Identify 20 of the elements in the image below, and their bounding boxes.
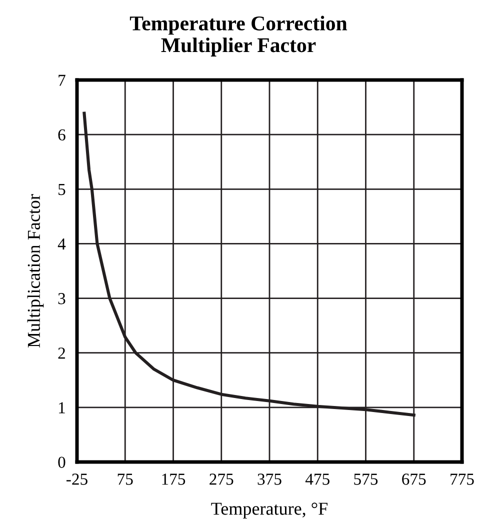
x-tick-label: 575	[354, 474, 378, 485]
y-tick-label: 7	[58, 74, 66, 86]
y-tick-label: 6	[58, 129, 66, 141]
y-tick-label: 5	[58, 184, 66, 196]
x-tick-label: 375	[258, 474, 282, 485]
x-axis-title: Temperature, °F	[211, 502, 328, 518]
chart-title: Temperature Correction Multiplier Factor	[130, 16, 348, 56]
x-tick-label: 675	[402, 474, 426, 485]
y-axis-title: Multiplication Factor	[27, 194, 44, 348]
x-tick-label: 475	[305, 474, 330, 485]
x-tick-label: 75	[118, 474, 133, 485]
y-tick-label: 4	[58, 238, 66, 250]
x-tick-label: 775	[450, 474, 474, 485]
x-tick-label: 175	[162, 474, 186, 485]
y-tick-label: 1	[59, 402, 65, 414]
y-tick-label: 2	[58, 348, 65, 359]
x-tick-label: -25	[66, 474, 88, 485]
y-tick-label: 3	[58, 293, 66, 304]
x-tick-label: 275	[210, 474, 234, 485]
y-tick-label: 0	[58, 456, 66, 468]
